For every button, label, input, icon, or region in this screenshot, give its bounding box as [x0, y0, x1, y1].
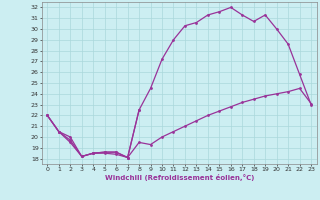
X-axis label: Windchill (Refroidissement éolien,°C): Windchill (Refroidissement éolien,°C): [105, 174, 254, 181]
